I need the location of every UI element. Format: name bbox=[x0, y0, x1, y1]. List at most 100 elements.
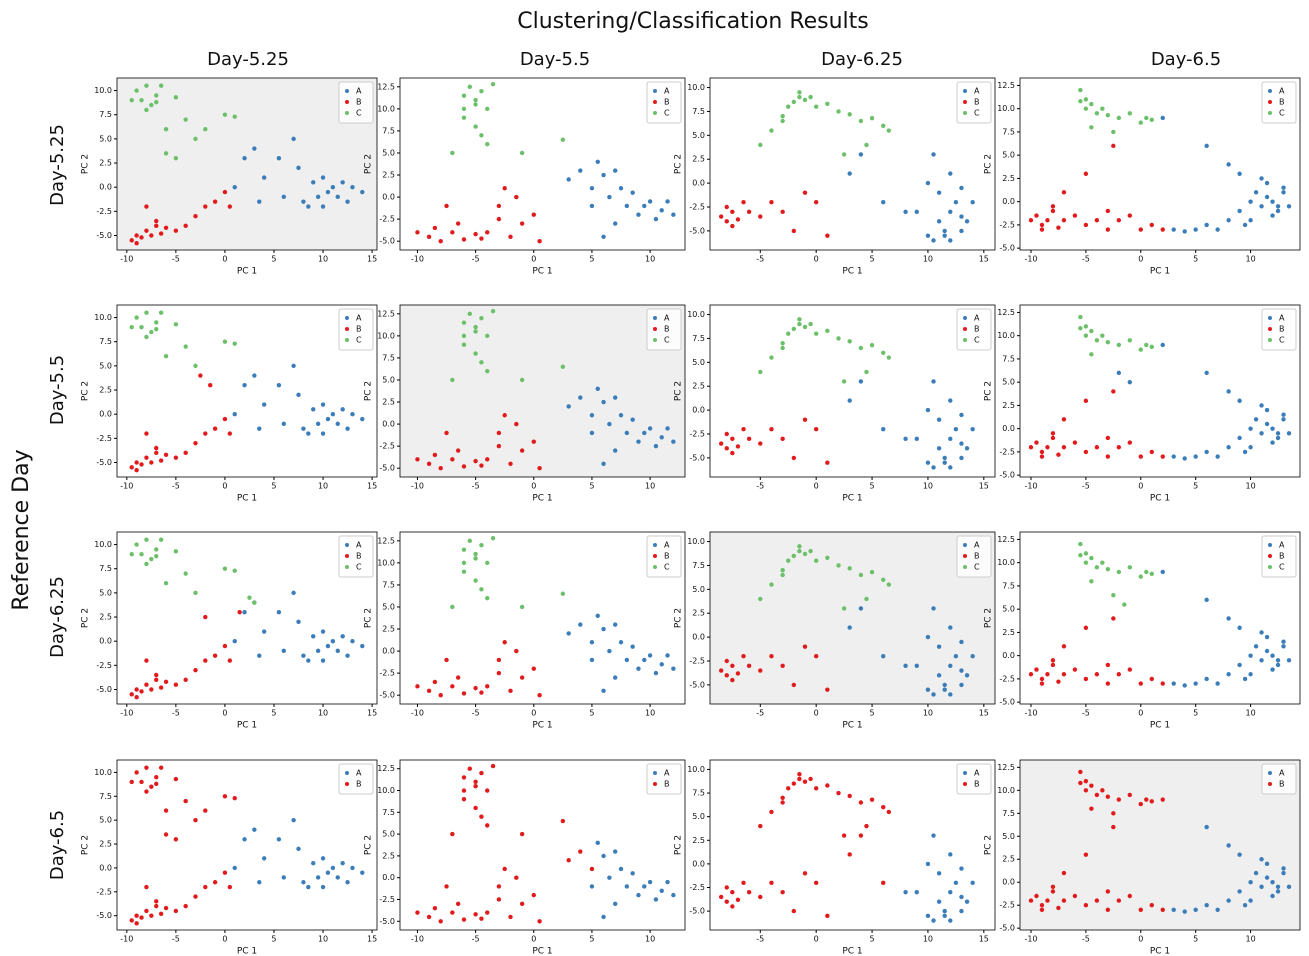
x-axis-label: PC 1 bbox=[532, 947, 552, 956]
point bbox=[154, 781, 159, 787]
y-tick-label: 2.5 bbox=[692, 836, 705, 845]
point bbox=[613, 168, 618, 173]
point bbox=[1253, 870, 1259, 876]
plot-background bbox=[710, 305, 995, 477]
point bbox=[144, 107, 149, 113]
point bbox=[154, 326, 159, 332]
point bbox=[473, 912, 478, 917]
point bbox=[601, 399, 606, 405]
legend-marker bbox=[1268, 327, 1272, 331]
point bbox=[613, 622, 618, 627]
x-tick-label: -5 bbox=[756, 482, 764, 491]
point bbox=[276, 610, 282, 615]
point bbox=[914, 209, 919, 214]
point bbox=[953, 200, 959, 205]
point bbox=[158, 458, 164, 463]
point bbox=[438, 465, 443, 471]
x-tick-label: 10 bbox=[318, 709, 328, 718]
point bbox=[1127, 379, 1133, 385]
point bbox=[1275, 658, 1281, 663]
point bbox=[746, 209, 752, 214]
point bbox=[360, 643, 365, 649]
point bbox=[1083, 106, 1089, 111]
point bbox=[311, 634, 316, 639]
point bbox=[647, 426, 653, 431]
x-tick-label: 0 bbox=[531, 255, 536, 264]
point bbox=[1270, 199, 1275, 204]
point bbox=[139, 779, 144, 785]
point bbox=[1072, 893, 1078, 899]
point bbox=[1045, 672, 1050, 677]
point bbox=[595, 159, 600, 164]
point bbox=[1160, 907, 1165, 912]
point bbox=[291, 817, 296, 823]
point bbox=[467, 84, 472, 90]
point bbox=[212, 653, 218, 658]
legend-marker bbox=[345, 782, 349, 786]
point bbox=[222, 416, 228, 422]
point bbox=[931, 152, 936, 157]
plot-frame bbox=[709, 531, 996, 705]
point bbox=[350, 411, 355, 417]
point bbox=[802, 551, 808, 557]
y-tick-label: 0.0 bbox=[382, 873, 395, 882]
y-tick-label: -5.0 bbox=[379, 237, 395, 246]
y-tick-label: 2.5 bbox=[1002, 628, 1015, 637]
point bbox=[232, 796, 237, 801]
point bbox=[1105, 112, 1111, 118]
y-tick-label: 7.5 bbox=[382, 126, 395, 135]
legend-marker bbox=[963, 782, 967, 786]
point bbox=[163, 808, 169, 813]
point bbox=[485, 684, 490, 689]
x-tick-label: 15 bbox=[979, 255, 989, 264]
point bbox=[560, 591, 566, 596]
point bbox=[479, 587, 484, 592]
point bbox=[1039, 902, 1045, 908]
x-tick-label: -10 bbox=[1024, 255, 1037, 264]
plot-frame bbox=[116, 531, 378, 705]
y-tick-label: 7.5 bbox=[382, 580, 395, 589]
point bbox=[158, 231, 164, 236]
point bbox=[869, 115, 875, 121]
point bbox=[1138, 681, 1143, 686]
point bbox=[432, 679, 438, 685]
point bbox=[1270, 426, 1275, 431]
point bbox=[636, 212, 641, 217]
point bbox=[1160, 797, 1165, 802]
plot-frame bbox=[709, 77, 996, 251]
point bbox=[746, 436, 752, 441]
y-tick-label: 12.5 bbox=[377, 82, 395, 91]
point bbox=[858, 345, 864, 351]
point bbox=[306, 658, 311, 663]
point bbox=[1039, 907, 1045, 912]
y-tick-label: 5.0 bbox=[692, 358, 705, 367]
point bbox=[718, 214, 724, 219]
point bbox=[1116, 115, 1122, 121]
point bbox=[461, 788, 467, 793]
point bbox=[149, 329, 154, 335]
y-tick-label: 10.0 bbox=[997, 786, 1015, 795]
point bbox=[1270, 213, 1275, 218]
y-axis-label: PC 2 bbox=[364, 381, 374, 401]
point bbox=[139, 235, 144, 240]
y-tick-label: 2.5 bbox=[692, 609, 705, 618]
panel: -10 -5 0 5 10 15 -5.0 -2.5 0.0 2.5 5.0 7.5 10.0 PC 1 P… bbox=[81, 304, 378, 504]
point bbox=[858, 379, 864, 384]
legend-label: B bbox=[356, 552, 362, 561]
point bbox=[163, 225, 169, 230]
point bbox=[485, 333, 490, 339]
point bbox=[1034, 440, 1039, 445]
legend-marker bbox=[345, 100, 349, 104]
point bbox=[936, 673, 942, 678]
point bbox=[1248, 218, 1253, 223]
legend-label: B bbox=[664, 552, 670, 561]
legend-label: B bbox=[974, 325, 980, 334]
row-label: Day-6.25 bbox=[47, 576, 68, 658]
point bbox=[959, 894, 964, 900]
point bbox=[345, 426, 350, 431]
legend-marker bbox=[653, 782, 657, 786]
point bbox=[1149, 449, 1154, 455]
point bbox=[653, 897, 659, 902]
point bbox=[560, 818, 566, 824]
x-tick-label: 0 bbox=[531, 709, 536, 718]
